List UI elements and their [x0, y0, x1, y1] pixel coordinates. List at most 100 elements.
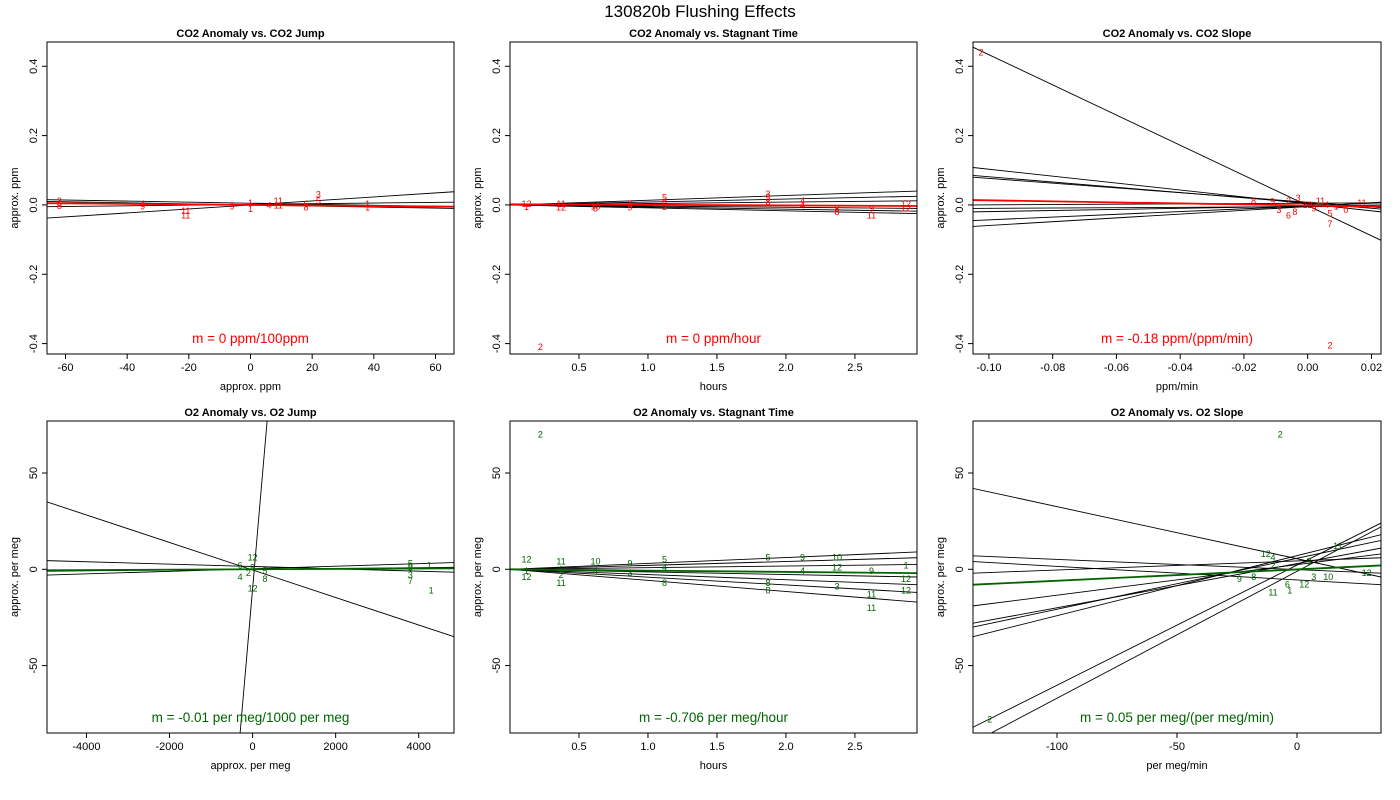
data-point: 2 — [1327, 340, 1332, 350]
data-point: 6 — [1286, 210, 1291, 220]
plot-frame — [972, 41, 1382, 355]
x-tick-label: 60 — [429, 362, 441, 374]
x-tick-label: -0.08 — [1040, 362, 1065, 374]
y-tick-label: 0.0 — [954, 197, 966, 212]
panel-title: O2 Anomaly vs. O2 Jump — [184, 407, 317, 419]
x-tick-label: 2.0 — [778, 741, 793, 753]
fit-line — [973, 561, 1381, 586]
slope-annotation: m = -0.01 per meg/1000 per meg — [152, 710, 350, 725]
y-tick-label: 0.4 — [28, 59, 40, 74]
data-point: 1 — [427, 560, 432, 570]
data-point: 4 — [140, 199, 145, 209]
data-point: 11 — [556, 557, 565, 567]
data-point: 4 — [593, 566, 598, 576]
data-point: 6 — [303, 199, 308, 209]
x-tick-label: 1.0 — [640, 362, 655, 374]
x-tick-label: -4000 — [72, 741, 100, 753]
data-point: 11 — [1333, 541, 1342, 551]
data-point: 9 — [1306, 557, 1311, 567]
data-point: 1 — [559, 564, 564, 574]
y-tick-label: 0.2 — [954, 128, 966, 143]
fit-line — [973, 522, 1381, 728]
y-axis: -0.4 -0.2 0.0 0.2 0.4 — [491, 59, 510, 353]
fit-line — [973, 534, 1381, 638]
data-point: 10 — [591, 557, 601, 567]
fit-line — [510, 190, 917, 206]
data-point: 12 — [1261, 549, 1271, 559]
y-tick-label: 50 — [491, 467, 503, 479]
data-point: 9 — [140, 202, 145, 212]
data-point: 1 — [248, 204, 253, 214]
y-axis-label: approx. ppm — [9, 167, 21, 228]
data-point: 8 — [834, 207, 839, 217]
data-point: 11 — [556, 199, 565, 209]
x-tick-label: 2.0 — [778, 362, 793, 374]
x-axis: -100 -50 0 — [1046, 733, 1300, 753]
y-axis: -50 0 50 — [954, 467, 973, 674]
data-point: 3 — [662, 202, 667, 212]
fit-line — [510, 204, 917, 212]
data-point: 9 — [1237, 574, 1242, 584]
data-point: 8 — [662, 197, 667, 207]
data-point: 8 — [1251, 196, 1256, 206]
x-axis-label: approx. per meg — [210, 760, 290, 772]
fit-line — [510, 551, 917, 570]
y-tick-label: -50 — [28, 658, 40, 674]
panel-title: CO2 Anomaly vs. Stagnant Time — [629, 28, 798, 40]
x-tick-label: 0.02 — [1361, 362, 1382, 374]
y-tick-label: -0.4 — [954, 334, 966, 353]
data-point: 3 — [765, 189, 770, 199]
x-axis-label: hours — [700, 381, 728, 393]
x-tick-label: -2000 — [155, 741, 183, 753]
fit-line — [510, 557, 917, 570]
data-point: 9 — [408, 562, 413, 572]
data-point: 1 — [1287, 585, 1292, 595]
x-tick-label: 1.0 — [640, 741, 655, 753]
panel-title: O2 Anomaly vs. O2 Slope — [1111, 407, 1244, 419]
data-point: 12 — [248, 584, 258, 594]
fit-line — [973, 557, 1381, 574]
main-fit-line — [510, 203, 917, 207]
y-tick-label: -0.2 — [954, 265, 966, 284]
data-point: 9 — [628, 199, 633, 209]
data-point: 6 — [238, 560, 243, 570]
data-point: 12 — [1303, 200, 1313, 210]
x-tick-label: 0.5 — [571, 362, 586, 374]
x-tick-label: 40 — [368, 362, 380, 374]
y-tick-label: 0 — [28, 566, 40, 572]
data-point: 5 — [662, 192, 667, 202]
panel-title: CO2 Anomaly vs. CO2 Jump — [176, 28, 324, 40]
fit-line — [973, 539, 1381, 628]
y-tick-label: 0.4 — [954, 59, 966, 74]
data-point: 2 — [246, 568, 251, 578]
data-point: 8 — [57, 201, 62, 211]
data-point: 5 — [408, 559, 413, 569]
data-point: 3 — [834, 582, 839, 592]
data-point: 6 — [57, 199, 62, 209]
x-tick-label: -50 — [1169, 741, 1185, 753]
x-tick-label: -0.04 — [1168, 362, 1193, 374]
data-point: 2 — [978, 47, 983, 57]
data-point: 9 — [869, 566, 874, 576]
fit-lines — [973, 487, 1381, 733]
y-axis: -50 0 50 — [28, 467, 47, 674]
y-tick-label: 0.0 — [491, 197, 503, 212]
data-point: 12 — [832, 562, 842, 572]
data-point: 12 — [248, 553, 258, 563]
plot-frame — [509, 41, 918, 355]
fit-line — [990, 526, 1381, 733]
data-point: 12 — [522, 199, 532, 209]
data-point: 11 — [181, 210, 190, 220]
data-point: 7 — [408, 576, 413, 586]
data-point: 9 — [1312, 203, 1317, 213]
x-tick-label: -40 — [119, 362, 135, 374]
fit-line — [973, 553, 1381, 607]
data-point: 3 — [316, 190, 321, 200]
x-axis-label: approx. ppm — [220, 381, 281, 393]
